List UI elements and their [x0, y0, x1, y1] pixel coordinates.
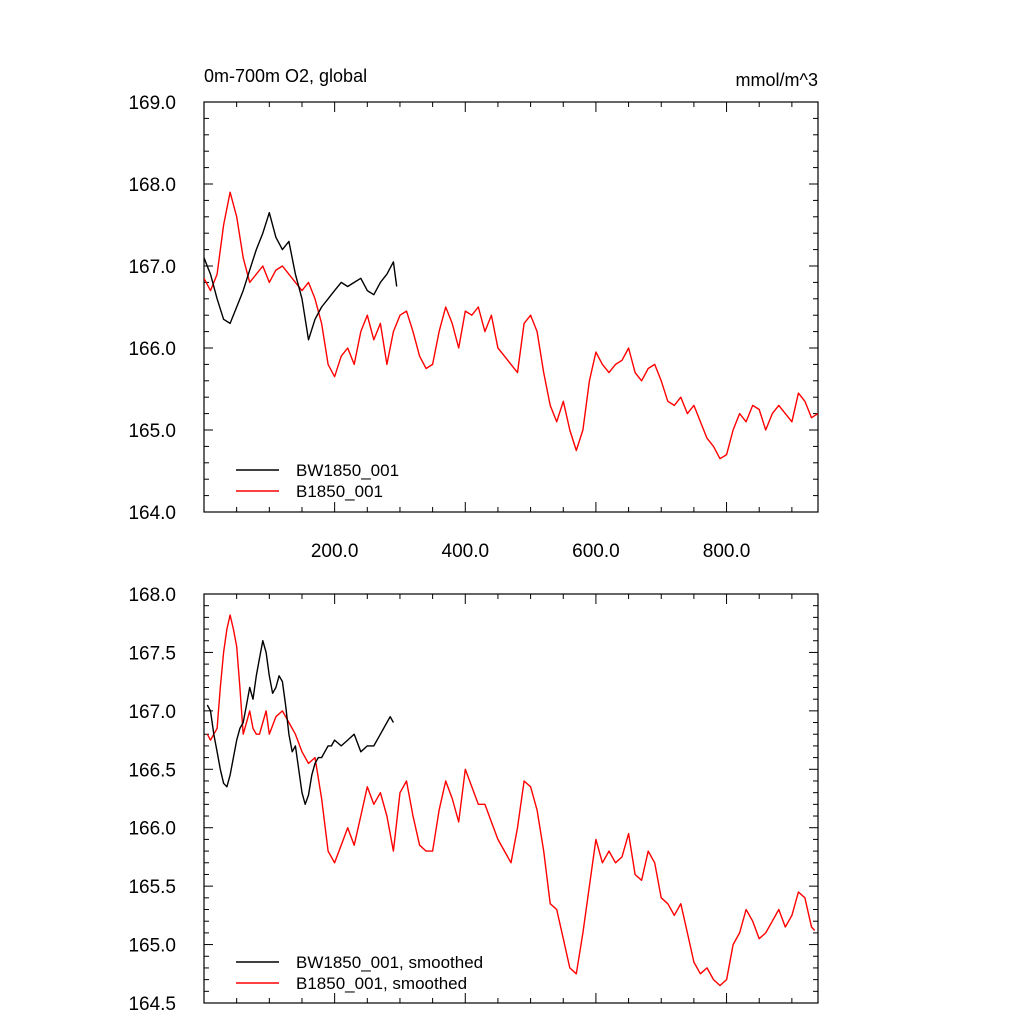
bottom-y-tick-label: 165.5 — [128, 877, 176, 898]
top-y-tick-label: 167.0 — [128, 257, 176, 278]
bottom-legend-label-0: BW1850_001, smoothed — [296, 953, 483, 972]
top-y-tick-label: 166.0 — [128, 339, 176, 360]
top-x-tick-label: 200.0 — [311, 541, 359, 562]
bottom-legend-label-1: B1850_001, smoothed — [296, 974, 467, 993]
top-y-tick-label: 164.0 — [128, 503, 176, 524]
top-x-tick-label: 600.0 — [572, 541, 620, 562]
top-y-tick-label: 165.0 — [128, 421, 176, 442]
top-x-tick-label: 800.0 — [703, 541, 751, 562]
top-chart-units: mmol/m^3 — [736, 70, 818, 90]
bottom-y-tick-label: 165.0 — [128, 936, 176, 957]
bottom-panel: 164.5 165.0 165.5 166.0 166.5 167.0 167.5 168.0… — [128, 585, 819, 1015]
top-x-tick-label: 400.0 — [442, 541, 490, 562]
bottom-y-tick-label: 166.5 — [128, 760, 176, 781]
top-series-line-0 — [204, 212, 398, 341]
bottom-y-tick-label: 168.0 — [128, 585, 176, 606]
top-chart-title: 0m-700m O2, global — [204, 66, 367, 86]
bottom-y-tick-label: 166.0 — [128, 819, 176, 840]
bottom-y-tick-label: 167.5 — [128, 643, 176, 664]
bottom-y-tick-label: 167.0 — [128, 702, 176, 723]
top-y-tick-label: 169.0 — [128, 93, 176, 114]
top-y-tick-label: 168.0 — [128, 175, 176, 196]
top-legend-label-1: B1850_001 — [296, 482, 383, 501]
top-series-line-1 — [204, 191, 818, 460]
bottom-series-line-0 — [206, 640, 395, 805]
top-legend-label-0: BW1850_001 — [296, 461, 399, 480]
bottom-series-line-1 — [206, 614, 816, 987]
top-plot-frame — [203, 101, 819, 513]
bottom-plot-frame — [203, 593, 819, 1004]
top-panel: 164.0 165.0 166.0 167.0 168.0 169.0 200.0 400.0… — [128, 93, 819, 562]
bottom-y-tick-label: 164.5 — [128, 994, 176, 1015]
